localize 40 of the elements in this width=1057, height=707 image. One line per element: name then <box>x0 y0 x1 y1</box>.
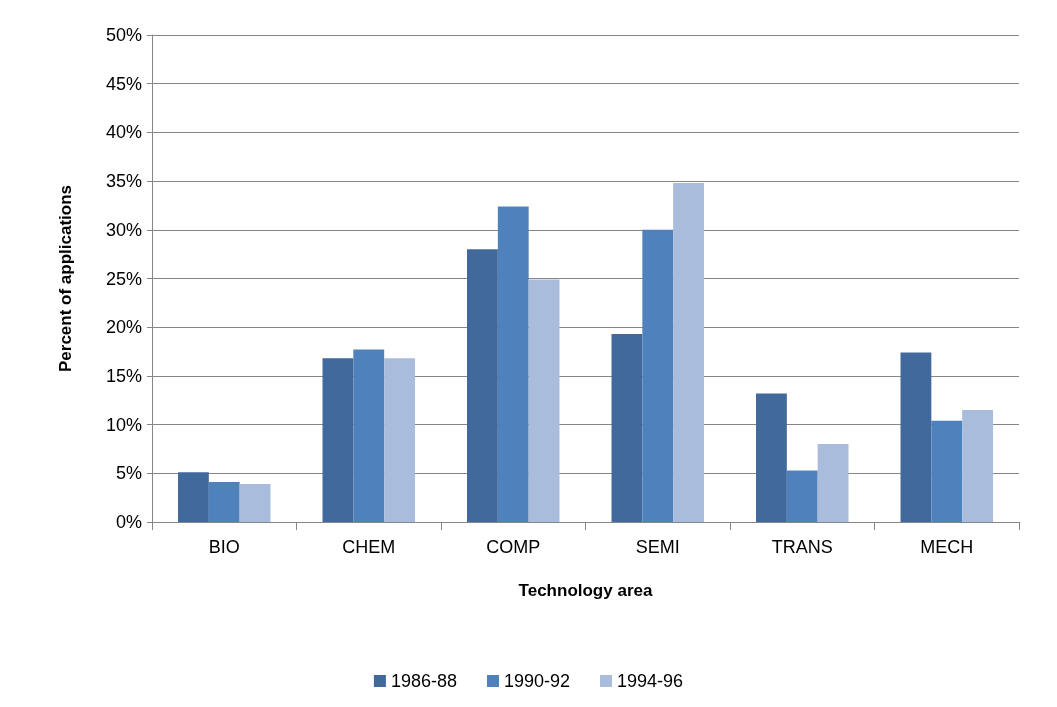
bar <box>756 393 787 522</box>
x-tick-label: TRANS <box>771 537 833 557</box>
bar <box>962 409 993 522</box>
y-tick-label: 40% <box>105 122 142 143</box>
x-axis-title: Technology area <box>518 581 653 600</box>
x-tick-label: BIO <box>208 537 240 557</box>
bar <box>673 183 704 522</box>
y-tick-label: 50% <box>105 25 142 45</box>
bar <box>239 484 271 522</box>
legend-label: 1986-88 <box>390 671 457 691</box>
bar <box>900 352 932 522</box>
x-tick-label: MECH <box>920 537 974 557</box>
y-tick-label: 15% <box>105 365 142 386</box>
y-tick-label: 30% <box>105 219 142 240</box>
y-tick-label: 5% <box>115 463 142 484</box>
bar <box>642 229 674 522</box>
x-tick-label: CHEM <box>342 537 396 557</box>
y-axis-title: Percent of applications <box>56 184 75 373</box>
y-tick-label: 45% <box>105 73 142 94</box>
bar <box>208 482 240 522</box>
bar <box>786 470 818 522</box>
bar <box>384 358 415 522</box>
bar <box>528 279 560 522</box>
bar <box>353 349 385 522</box>
y-tick-label: 0% <box>115 512 142 532</box>
y-tick-label: 20% <box>105 317 142 338</box>
x-tick-label: SEMI <box>635 537 680 557</box>
bar <box>611 334 643 522</box>
bar <box>931 420 963 522</box>
bar <box>322 358 354 522</box>
y-tick-label: 25% <box>105 268 142 289</box>
y-tick-label: 10% <box>105 414 142 435</box>
bar <box>497 206 529 522</box>
x-tick-label: COMP <box>486 537 541 557</box>
legend-label: 1990-92 <box>503 671 571 691</box>
legend-label: 1994-96 <box>617 671 684 691</box>
y-tick-label: 35% <box>105 171 142 192</box>
bar <box>178 472 209 522</box>
bar <box>817 444 849 522</box>
bar <box>467 249 498 522</box>
